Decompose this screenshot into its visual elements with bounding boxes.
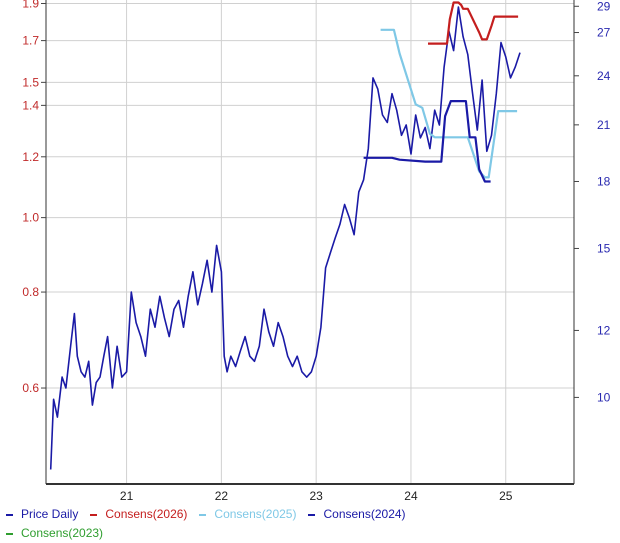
legend-swatch — [6, 532, 13, 535]
y-right-tick-label: 12 — [597, 323, 611, 337]
legend-item-consens-2025[interactable]: Consens(2025) — [199, 505, 296, 524]
y-left-tick-label: 0.6 — [22, 381, 39, 395]
legend-swatch — [308, 513, 316, 516]
legend-item-consens-2023[interactable]: Consens(2023) — [6, 524, 103, 543]
x-tick-label: 23 — [309, 489, 323, 503]
series-line-consens-2025 — [380, 28, 518, 179]
legend-swatch — [90, 513, 98, 516]
x-tick-label: 24 — [404, 489, 418, 503]
legend-swatch — [6, 513, 13, 516]
legend-item-consens-2026[interactable]: Consens(2026) — [90, 505, 187, 524]
y-left-tick-label: 1.2 — [22, 150, 39, 164]
y-left-tick-label: 1.9 — [22, 0, 39, 10]
series-lines — [49, 1, 521, 470]
grid-lines — [46, 0, 574, 484]
y-right-tick-label: 27 — [597, 26, 611, 40]
legend-label: Consens(2023) — [21, 526, 104, 540]
series-line-consens-2026 — [428, 1, 519, 45]
series-line-price-daily — [49, 6, 521, 470]
y-right-tick-label: 15 — [597, 241, 611, 255]
legend: Price Daily Consens(2026) Consens(2025) … — [6, 505, 614, 543]
y-left-tick-label: 1.5 — [22, 75, 39, 89]
y-right-tick-label: 21 — [597, 118, 611, 132]
axis-ticks: 21 22 23 24 25 0.6 0.8 1.0 1.2 1.4 1.5 1.7 1.9 10 12 15… — [22, 0, 610, 503]
y-left-tick-label: 1.7 — [22, 34, 39, 48]
x-tick-label: 22 — [215, 489, 229, 503]
x-tick-label: 25 — [499, 489, 513, 503]
y-left-tick-label: 1.4 — [22, 98, 39, 112]
y-right-tick-label: 29 — [597, 0, 611, 13]
y-right-tick-label: 18 — [597, 174, 611, 188]
y-left-tick-label: 0.8 — [22, 285, 39, 299]
plot-frame — [45, 0, 575, 485]
y-right-tick-label: 10 — [597, 390, 611, 404]
legend-label: Price Daily — [21, 507, 79, 521]
legend-label: Consens(2025) — [214, 507, 297, 521]
x-tick-label: 21 — [120, 489, 134, 503]
y-left-tick-label: 1.0 — [22, 211, 39, 225]
series-line-consens-2024 — [363, 99, 491, 183]
legend-label: Consens(2026) — [105, 507, 188, 521]
legend-label: Consens(2024) — [323, 507, 406, 521]
legend-item-price-daily[interactable]: Price Daily — [6, 505, 78, 524]
legend-swatch — [199, 513, 207, 516]
y-right-tick-label: 24 — [597, 69, 611, 83]
legend-item-consens-2024[interactable]: Consens(2024) — [308, 505, 406, 524]
